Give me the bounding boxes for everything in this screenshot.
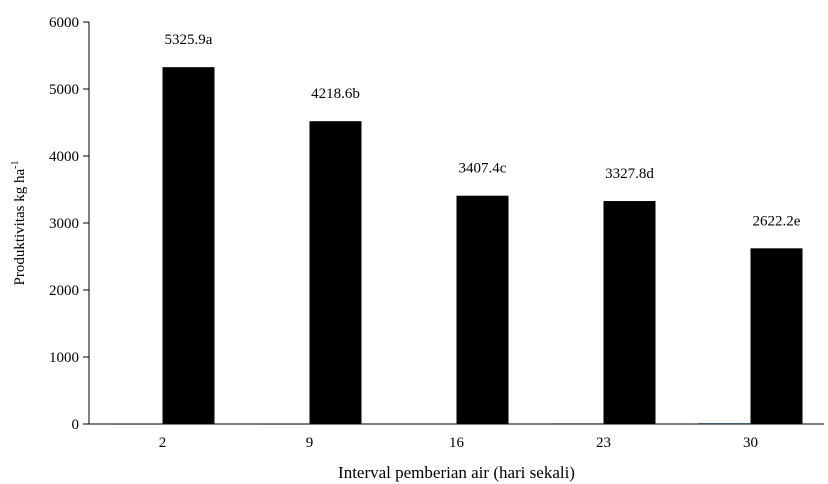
bar-series-2-2 [162, 67, 215, 424]
bar-series-1-30 [698, 422, 751, 424]
y-axis-title-text: Produktivitas kg ha [12, 169, 28, 286]
data-label-9: 4218.6b [311, 86, 360, 102]
data-labels: 5325.9a 4218.6b 3407.4c 3327.8d 2622.2e [165, 32, 801, 229]
x-tick-label-30: 30 [743, 435, 758, 451]
y-axis-title-superscript: -1 [10, 160, 21, 168]
data-label-23: 3327.8d [605, 166, 654, 182]
x-tick-label-23: 23 [596, 435, 611, 451]
data-label-16: 3407.4c [459, 161, 507, 177]
y-tick-label: 1000 [49, 350, 79, 366]
bar-series [110, 67, 803, 425]
x-tick-label-2: 2 [159, 435, 167, 451]
y-tick-label: 0 [72, 417, 80, 433]
x-tick-label-16: 16 [449, 435, 465, 451]
x-axis-tick-labels: 2 9 16 23 30 [159, 435, 758, 451]
y-axis-tick-labels: 0 1000 2000 3000 4000 5000 6000 [49, 15, 79, 433]
y-tick-label: 5000 [49, 82, 79, 98]
data-label-30: 2622.2e [753, 213, 801, 229]
bar-series-2-9 [309, 121, 362, 424]
y-axis-title: Produktivitas kg ha-1 [10, 160, 28, 285]
y-tick-label: 3000 [49, 216, 79, 232]
data-label-2: 5325.9a [165, 32, 213, 48]
y-axis-ticks [83, 21, 89, 425]
bar-series-2-30 [750, 248, 803, 424]
x-axis-title: Interval pemberian air (hari sekali) [338, 463, 575, 482]
x-tick-label-9: 9 [306, 435, 314, 451]
bar-series-2-23 [603, 201, 656, 424]
y-tick-label: 4000 [49, 149, 79, 165]
bar-series-2-16 [456, 195, 509, 424]
y-tick-label: 2000 [49, 283, 79, 299]
y-tick-label: 6000 [49, 15, 79, 31]
